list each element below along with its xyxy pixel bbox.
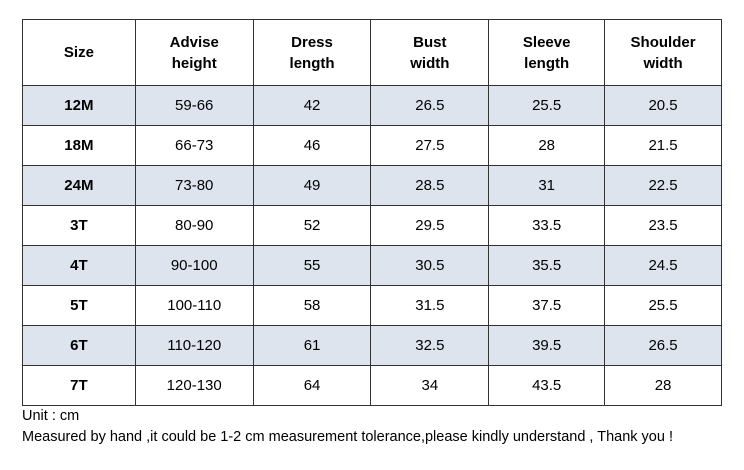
header-row: Size Advise height Dress length Bust width S… <box>22 19 722 86</box>
header-cell: Shoulder width <box>604 19 722 86</box>
table-cell: 66-73 <box>134 125 254 166</box>
table-cell: 30.5 <box>370 245 490 286</box>
header-text: Bust width <box>410 33 450 72</box>
table-cell: 21.5 <box>604 125 722 166</box>
table-cell: 120-130 <box>134 365 254 406</box>
table-cell: 80-90 <box>134 205 254 246</box>
table-cell: 73-80 <box>134 165 254 206</box>
note-line: Unit : cm <box>22 408 80 424</box>
header-text: Size <box>63 44 94 61</box>
header-cell: Advise height <box>134 19 254 86</box>
size-cell: 12M <box>22 85 136 126</box>
size-cell: 7T <box>22 365 136 406</box>
header-cell: Dress length <box>252 19 372 86</box>
table-cell: 49 <box>252 165 372 206</box>
header-cell: Size <box>22 19 136 86</box>
table-row: 18M 66-73 46 27.5 28 21.5 <box>22 125 722 166</box>
table-cell: 27.5 <box>370 125 490 166</box>
notes: Unit : cm Measured by hand ,it could be 1… <box>22 406 673 448</box>
table-cell: 59-66 <box>134 85 254 126</box>
header-cell: Sleeve length <box>488 19 606 86</box>
table-cell: 31 <box>488 165 606 206</box>
size-cell: 5T <box>22 285 136 326</box>
table-cell: 25.5 <box>488 85 606 126</box>
table-body: 12M 59-66 42 26.5 25.5 20.5 18M 66-73 46 27.5 28 21… <box>22 85 722 406</box>
table-cell: 46 <box>252 125 372 166</box>
header-text: Advise height <box>169 33 219 72</box>
table-cell: 24.5 <box>604 245 722 286</box>
table-row: 4T 90-100 55 30.5 35.5 24.5 <box>22 245 722 286</box>
size-cell: 18M <box>22 125 136 166</box>
size-cell: 3T <box>22 205 136 246</box>
table-cell: 23.5 <box>604 205 722 246</box>
table-cell: 34 <box>370 365 490 406</box>
header-text: Shoulder width <box>630 33 696 72</box>
size-cell: 6T <box>22 325 136 366</box>
table-cell: 20.5 <box>604 85 722 126</box>
table-cell: 29.5 <box>370 205 490 246</box>
note-line: Measured by hand ,it could be 1-2 cm mea… <box>22 429 673 445</box>
table-cell: 32.5 <box>370 325 490 366</box>
table-cell: 100-110 <box>134 285 254 326</box>
table-cell: 33.5 <box>488 205 606 246</box>
table-cell: 26.5 <box>604 325 722 366</box>
table-cell: 58 <box>252 285 372 326</box>
table-cell: 37.5 <box>488 285 606 326</box>
table-cell: 25.5 <box>604 285 722 326</box>
size-cell: 24M <box>22 165 136 206</box>
table-cell: 43.5 <box>488 365 606 406</box>
table-cell: 28 <box>488 125 606 166</box>
header-text: Dress length <box>289 33 335 72</box>
table-row: 7T 120-130 64 34 43.5 28 <box>22 365 722 406</box>
header-text: Sleeve length <box>522 33 571 72</box>
table-cell: 22.5 <box>604 165 722 206</box>
table-row: 3T 80-90 52 29.5 33.5 23.5 <box>22 205 722 246</box>
table-cell: 35.5 <box>488 245 606 286</box>
table-row: 12M 59-66 42 26.5 25.5 20.5 <box>22 85 722 126</box>
table-cell: 61 <box>252 325 372 366</box>
table-cell: 39.5 <box>488 325 606 366</box>
header-cell: Bust width <box>370 19 490 86</box>
table-row: 5T 100-110 58 31.5 37.5 25.5 <box>22 285 722 326</box>
size-cell: 4T <box>22 245 136 286</box>
size-table: Size Advise height Dress length Bust width S… <box>22 19 722 406</box>
table-cell: 31.5 <box>370 285 490 326</box>
table-cell: 64 <box>252 365 372 406</box>
table-row: 6T 110-120 61 32.5 39.5 26.5 <box>22 325 722 366</box>
table-cell: 42 <box>252 85 372 126</box>
table-cell: 55 <box>252 245 372 286</box>
table-cell: 52 <box>252 205 372 246</box>
table-cell: 110-120 <box>134 325 254 366</box>
table-cell: 28 <box>604 365 722 406</box>
table-cell: 90-100 <box>134 245 254 286</box>
table-row: 24M 73-80 49 28.5 31 22.5 <box>22 165 722 206</box>
table-cell: 26.5 <box>370 85 490 126</box>
table-cell: 28.5 <box>370 165 490 206</box>
